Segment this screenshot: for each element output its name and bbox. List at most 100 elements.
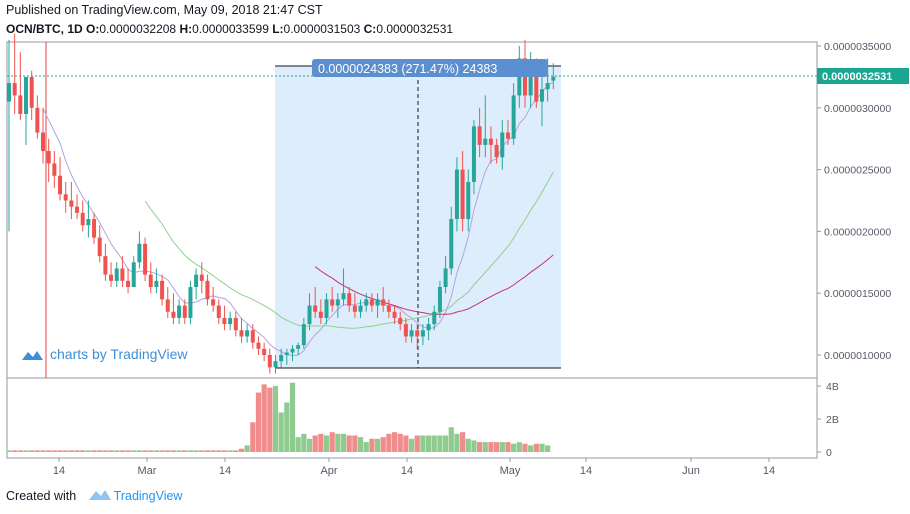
volume-bar — [318, 433, 324, 452]
volume-bar — [335, 433, 341, 452]
volume-bar — [255, 392, 262, 452]
volume-bar — [182, 450, 188, 452]
volume-bar — [244, 445, 250, 452]
candle-body — [432, 311, 437, 325]
volume-axis[interactable]: 4B 2B 0 — [817, 381, 839, 459]
price-tick-label: 0.0000020000 — [824, 226, 891, 238]
volume-bar — [6, 450, 12, 452]
volume-bar — [227, 450, 233, 452]
low-value: 0.0000031503 — [283, 22, 361, 36]
candle-body — [551, 76, 556, 81]
volume-bar — [471, 440, 477, 452]
time-tick-label: Apr — [320, 465, 337, 477]
candle-body — [160, 280, 165, 300]
candle-body — [488, 138, 493, 145]
volume-tick-label: 2B — [826, 414, 839, 426]
time-tick-label: 14 — [219, 465, 231, 477]
candle-body — [188, 287, 193, 318]
candle-body — [120, 268, 125, 281]
price-axis[interactable]: 0.0000035000 0.0000030000 0.0000025000 0.00… — [817, 41, 891, 362]
candle-body — [335, 299, 340, 306]
volume-bar — [482, 442, 488, 452]
volume-bar — [114, 450, 120, 452]
candle-body — [426, 324, 431, 331]
candle-body — [398, 317, 403, 325]
candle-body — [46, 151, 51, 164]
candle-body — [279, 355, 284, 362]
created-with-label: Created with — [6, 489, 77, 503]
candle-body — [143, 243, 148, 275]
candle-body — [528, 70, 533, 96]
high-label: H: — [179, 22, 193, 36]
symbol-label: OCN/BTC, 1D — [6, 22, 83, 36]
candle-body — [29, 76, 34, 108]
volume-bar — [533, 443, 539, 452]
candle-body — [347, 293, 352, 306]
last-price-badge — [817, 68, 909, 84]
watermark-text: charts by TradingView — [50, 346, 188, 362]
volume-bar — [119, 450, 125, 452]
candle-body — [369, 299, 374, 306]
volume-bars — [6, 382, 551, 452]
candle-body — [131, 262, 136, 288]
candle-body — [171, 311, 176, 318]
time-tick-label: 14 — [401, 465, 413, 477]
candle-body — [41, 132, 46, 152]
time-tick-label: 14 — [53, 465, 65, 477]
volume-bar — [97, 450, 103, 452]
time-tick-label: May — [500, 465, 521, 477]
volume-bar — [346, 435, 352, 452]
candle-body — [284, 352, 289, 355]
measure-label: 0.0000024383 (271.47%) 24383 — [318, 62, 497, 76]
candle-body — [381, 299, 386, 306]
candle-body — [194, 274, 199, 288]
volume-bar — [391, 432, 398, 452]
candle-body — [505, 132, 510, 139]
volume-bar — [499, 442, 505, 452]
candle-body — [415, 330, 420, 337]
candle-body — [137, 243, 142, 263]
candle-body — [97, 237, 102, 257]
created-with-brand[interactable]: TradingView — [113, 489, 183, 503]
candles — [7, 33, 556, 374]
time-axis[interactable]: 14 Mar 14 Apr 14 May 14 Jun 14 — [53, 458, 775, 477]
candle-body — [75, 206, 80, 213]
volume-bar — [57, 450, 63, 452]
volume-bar — [85, 450, 91, 452]
volume-bar — [545, 445, 551, 452]
volume-bar — [408, 438, 415, 452]
candle-body — [12, 83, 17, 96]
volume-bar — [397, 433, 403, 452]
volume-bar — [193, 450, 199, 452]
candle-body — [403, 324, 408, 337]
candle-body — [301, 324, 306, 346]
candle-body — [182, 305, 187, 318]
volume-bar — [131, 450, 137, 452]
candle-body — [307, 305, 312, 325]
candle-body — [358, 305, 363, 312]
volume-bar — [442, 435, 449, 452]
candle-body — [454, 169, 459, 220]
close-value: 0.0000032531 — [376, 22, 454, 36]
volume-bar — [91, 450, 97, 452]
volume-bar — [51, 450, 57, 452]
volume-bar — [352, 435, 358, 452]
volume-bar — [199, 450, 205, 452]
low-label: L: — [272, 22, 284, 36]
price-tick-label: 0.0000030000 — [824, 103, 891, 115]
volume-bar — [148, 450, 154, 452]
volume-bar — [539, 443, 545, 452]
volume-bar — [34, 450, 40, 452]
volume-bar — [312, 435, 318, 452]
volume-bar — [125, 450, 131, 452]
volume-bar — [63, 450, 69, 452]
volume-bar — [306, 438, 313, 452]
volume-bar — [233, 450, 239, 452]
volume-bar — [414, 435, 420, 452]
price-tick-label: 0.0000025000 — [824, 165, 891, 177]
candle-body — [273, 361, 278, 368]
volume-bar — [23, 450, 29, 452]
candle-body — [35, 107, 40, 133]
candle-body — [262, 348, 267, 355]
